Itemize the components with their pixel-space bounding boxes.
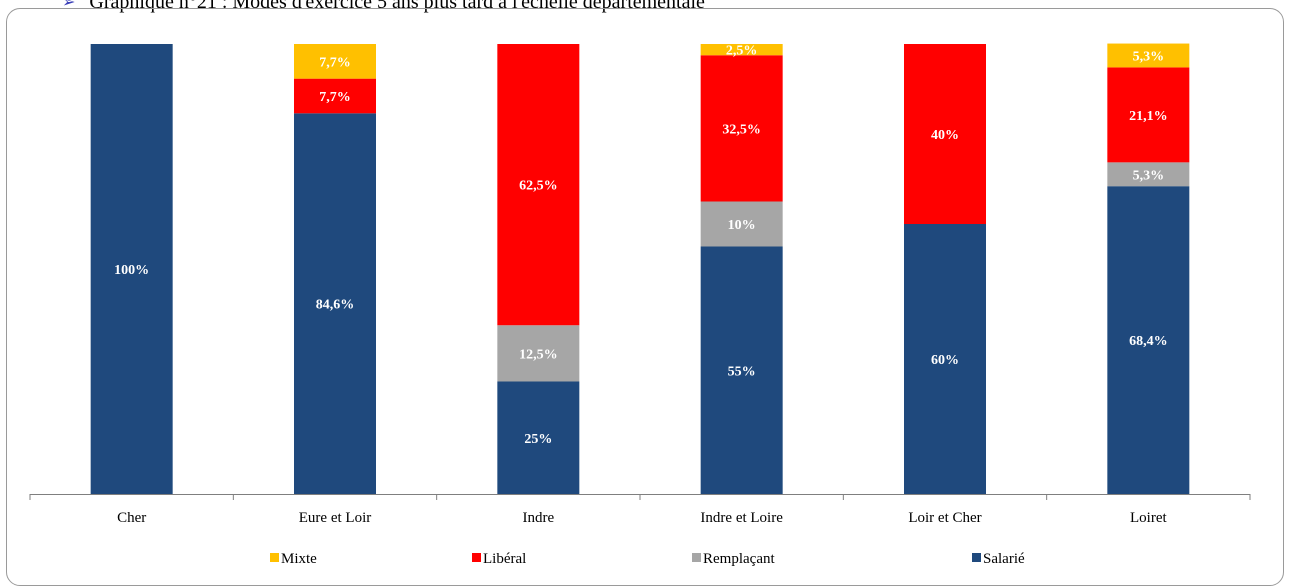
- x-tick-label-loir-et-cher: Loir et Cher: [908, 510, 981, 526]
- bar-loiret-remplacant: [1107, 162, 1190, 187]
- bar-loir-et-cher-liberal: [904, 44, 986, 224]
- bar-indre-remplacant: [497, 325, 580, 382]
- x-tick-label-eure-et-loir: Eure et Loir: [299, 510, 371, 526]
- data-label-indre-liberal: 62,5%: [519, 179, 558, 194]
- bar-loiret-liberal: [1107, 67, 1190, 163]
- data-label-eure-et-loir-liberal: 7,7%: [319, 90, 351, 105]
- bar-indre-et-loire-mixte: [700, 44, 783, 56]
- data-label-indre-et-loire-salarie: 55%: [728, 364, 756, 379]
- data-label-indre-et-loire-liberal: 32,5%: [722, 122, 761, 137]
- x-tick-label-loiret: Loiret: [1130, 510, 1167, 526]
- bar-eure-et-loir-salarie: [294, 113, 376, 495]
- x-tick-label-indre: Indre: [523, 510, 555, 526]
- data-label-indre-remplacant: 12,5%: [519, 347, 558, 362]
- bar-eure-et-loir-liberal: [294, 78, 376, 114]
- data-label-indre-et-loire-remplacant: 10%: [728, 218, 756, 233]
- x-tick-label-cher: Cher: [117, 510, 146, 526]
- data-label-eure-et-loir-mixte: 7,7%: [319, 55, 351, 70]
- bar-cher-salarie: [90, 44, 173, 494]
- bar-indre-et-loire-salarie: [700, 246, 783, 494]
- bar-loiret-mixte: [1107, 43, 1190, 68]
- legend-swatch-mixte: [270, 553, 279, 562]
- data-label-cher-salarie: 100%: [114, 263, 149, 278]
- bar-indre-salarie: [497, 381, 580, 494]
- bar-loiret-salarie: [1107, 186, 1190, 494]
- bar-indre-et-loire-liberal: [700, 55, 783, 202]
- legend-label-liberal: Libéral: [483, 551, 526, 567]
- legend-label-remplacant: Remplaçant: [703, 551, 775, 567]
- data-label-indre-et-loire-mixte: 2,5%: [726, 44, 758, 59]
- bar-loir-et-cher-salarie: [904, 224, 986, 494]
- data-label-loiret-salarie: 68,4%: [1129, 334, 1168, 349]
- data-label-eure-et-loir-salarie: 84,6%: [316, 298, 355, 313]
- chart-heading-text: Graphique n°21 : Modes d'exercice 5 ans …: [89, 0, 705, 13]
- legend-swatch-liberal: [472, 553, 481, 562]
- legend-swatch-salarie: [972, 553, 981, 562]
- x-tick-label-indre-et-loire: Indre et Loire: [700, 510, 783, 526]
- legend-label-mixte: Mixte: [281, 551, 317, 567]
- arrow-bullet-icon: ➢: [62, 0, 76, 11]
- data-label-loir-et-cher-salarie: 60%: [931, 353, 959, 368]
- data-label-loiret-remplacant: 5,3%: [1133, 168, 1165, 183]
- data-label-indre-salarie: 25%: [524, 432, 552, 447]
- data-label-loiret-mixte: 5,3%: [1133, 49, 1165, 64]
- legend-swatch-remplacant: [692, 553, 701, 562]
- bar-indre-et-loire-remplacant: [700, 201, 783, 247]
- data-label-loiret-liberal: 21,1%: [1129, 109, 1168, 124]
- data-label-loir-et-cher-liberal: 40%: [931, 128, 959, 143]
- bar-indre-liberal: [497, 44, 580, 326]
- chart-heading: ➢ Graphique n°21 : Modes d'exercice 5 an…: [62, 0, 705, 13]
- legend-label-salarie: Salarié: [983, 551, 1025, 567]
- bar-eure-et-loir-mixte: [294, 44, 376, 79]
